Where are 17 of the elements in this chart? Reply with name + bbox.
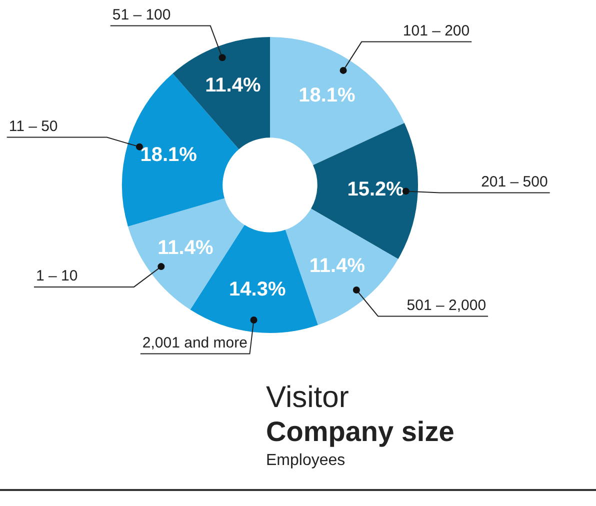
slice-label: 51 – 100 (112, 6, 171, 24)
data-label: 14.3% (229, 278, 286, 300)
slice-label: 501 – 2,000 (406, 296, 486, 314)
data-label: 11.4% (158, 236, 214, 259)
text: Employees (266, 452, 346, 470)
data-label: 15.2% (347, 178, 404, 200)
data-label: 18.1% (140, 144, 198, 166)
data-label: 11.4% (309, 255, 366, 278)
slice-label: 201 – 500 (481, 173, 548, 190)
text: Visitor (266, 381, 349, 414)
data-label: 18.1% (298, 84, 356, 106)
slice-label: 101 – 200 (402, 22, 470, 40)
slice-label: 1 – 10 (36, 268, 78, 285)
slice-label: 2,001 and more (142, 334, 248, 352)
data-label: 11.4% (205, 74, 261, 97)
slice-label: 11 – 50 (8, 118, 58, 135)
text: Company size (266, 416, 454, 448)
